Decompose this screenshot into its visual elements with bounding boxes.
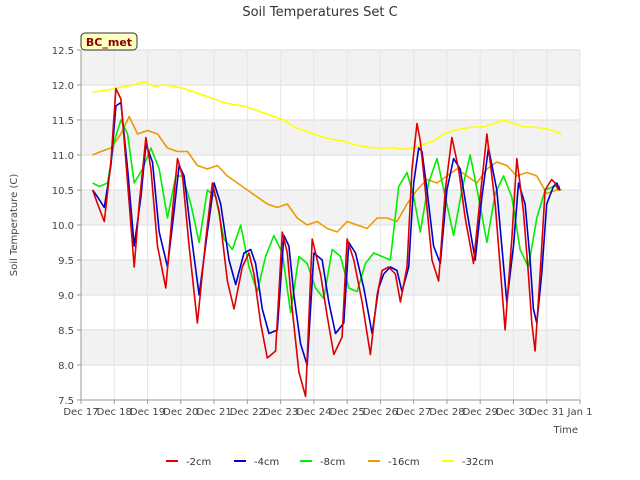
x-tick-label: Dec 18 [97,407,132,418]
y-tick-label: 12.0 [52,81,74,92]
x-tick-label: Dec 23 [263,407,298,418]
x-tick-label: Dec 29 [463,407,498,418]
y-tick-label: 7.5 [58,396,74,407]
legend: -2cm -4cm -8cm -16cm -32cm [166,457,494,468]
x-tick-label: Dec 24 [296,407,331,418]
x-tick-label: Dec 21 [196,407,231,418]
series-line-minus-32cm [92,80,563,151]
series-line-minus-2cm [91,87,560,398]
x-tick-label: Dec 31 [529,407,564,418]
site-tag: BC_met [80,32,138,51]
x-tick-label: Dec 22 [230,407,265,418]
x-tick-label: Dec 19 [130,407,165,418]
x-tick-label: Dec 25 [330,407,365,418]
y-tick-label: 9.0 [58,291,74,302]
series-line-minus-16cm [92,115,562,233]
legend-label: -32cm [462,457,494,468]
x-tick-label: Dec 26 [363,407,398,418]
legend-label: -4cm [254,457,279,468]
y-tick-label: 8.0 [58,361,74,372]
series-layer [91,80,563,398]
y-axis-label: Soil Temperature (C) [9,174,20,277]
x-tick-label: Dec 27 [396,407,431,418]
y-tick-label: 11.5 [52,116,74,127]
y-tick-label: 12.5 [52,46,74,57]
y-tick-label: 8.5 [58,326,74,337]
y-tick-label: 10.5 [52,186,74,197]
y-tick-label: 11.0 [52,151,74,162]
plot-band [81,120,580,155]
x-axis-label: Time [553,425,578,436]
x-tick-label: Dec 20 [163,407,198,418]
site-tag-label: BC_met [86,36,132,49]
x-tick-label: Dec 30 [496,407,531,418]
legend-item: -8cm [300,457,345,468]
x-tick-label: Jan 1 [567,407,593,418]
legend-label: -8cm [320,457,345,468]
legend-label: -2cm [186,457,211,468]
y-axis-ticks: 7.5 8.0 8.5 9.0 9.5 10.0 10.5 11.0 11.5 12.0 12.5 [52,46,81,407]
legend-item: -2cm [166,457,211,468]
legend-item: -16cm [368,457,420,468]
x-tick-label: Dec 28 [429,407,464,418]
y-tick-label: 9.5 [58,256,74,267]
legend-label: -16cm [388,457,420,468]
chart-title: Soil Temperatures Set C [242,5,397,20]
legend-item: -32cm [442,457,494,468]
y-tick-label: 10.0 [52,221,74,232]
legend-item: -4cm [234,457,279,468]
x-tick-label: Dec 17 [63,407,98,418]
plot-band [81,50,580,85]
grid-lines [80,49,581,401]
